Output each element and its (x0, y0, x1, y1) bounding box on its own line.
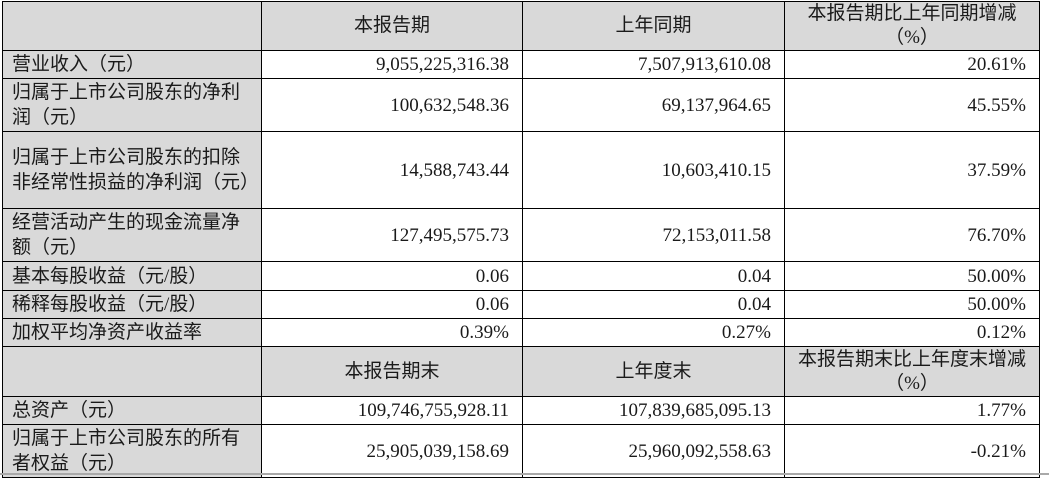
table-row-basic-eps: 基本每股收益（元/股） 0.06 0.04 50.00% (2, 261, 1040, 291)
row-label: 归属于上市公司股东的扣除非经常性损益的净利润（元） (2, 131, 262, 209)
prior-value: 107,839,685,095.13 (522, 396, 785, 425)
table-row-net-profit: 归属于上市公司股东的净利润（元） 100,632,548.36 69,137,9… (2, 78, 1040, 132)
prior-value: 0.04 (522, 290, 785, 319)
change-value: 37.59% (784, 131, 1040, 209)
row-label: 基本每股收益（元/股） (2, 261, 262, 291)
header-change-line1: 本报告期比上年同期增减 (807, 3, 1017, 24)
current-value: 0.06 (261, 261, 523, 291)
header-change-line1: 本报告期末比上年度末增减 (797, 348, 1026, 370)
header-change-line2: （%） (885, 27, 939, 48)
table-row-total-assets: 总资产（元） 109,746,755,928.11 107,839,685,09… (2, 396, 1040, 425)
header-cell-blank (2, 1, 262, 51)
table-row-shareholders-equity: 归属于上市公司股东的所有者权益（元） 25,905,039,158.69 25,… (2, 424, 1040, 478)
header-cell-prior-year-end: 上年度末 (522, 346, 785, 397)
prior-value: 72,153,011.58 (522, 208, 785, 262)
current-value: 0.39% (261, 318, 523, 347)
prior-value: 0.27% (522, 318, 785, 347)
table-row-operating-cash-flow: 经营活动产生的现金流量净额（元） 127,495,575.73 72,153,0… (2, 208, 1040, 262)
period-end-header-row: 本报告期末 上年度末 本报告期末比上年度末增减 （%） (2, 346, 1040, 397)
header-cell-period-change: 本报告期比上年同期增减 （%） (784, 1, 1040, 51)
row-label: 归属于上市公司股东的净利润（元） (2, 78, 262, 132)
current-value: 0.06 (261, 290, 523, 319)
table-row-operating-revenue: 营业收入（元） 9,055,225,316.38 7,507,913,610.0… (2, 50, 1040, 79)
change-value: 0.12% (784, 318, 1040, 347)
header-cell-current-period: 本报告期 (261, 1, 523, 51)
prior-value: 10,603,410.15 (522, 131, 785, 209)
prior-value: 0.04 (522, 261, 785, 291)
current-value: 14,588,743.44 (261, 131, 523, 209)
row-label: 稀释每股收益（元/股） (2, 290, 262, 319)
header-cell-prior-period: 上年同期 (522, 1, 785, 51)
header-cell-blank (2, 346, 262, 397)
current-value: 127,495,575.73 (261, 208, 523, 262)
row-label: 营业收入（元） (2, 50, 262, 79)
row-label: 归属于上市公司股东的所有者权益（元） (2, 424, 262, 478)
change-value: 50.00% (784, 261, 1040, 291)
change-value: 50.00% (784, 290, 1040, 319)
current-value: 109,746,755,928.11 (261, 396, 523, 425)
prior-value: 69,137,964.65 (522, 78, 785, 132)
change-value: 20.61% (784, 50, 1040, 79)
current-value: 100,632,548.36 (261, 78, 523, 132)
page-bottom-rule (0, 473, 1049, 475)
change-value: -0.21% (784, 424, 1040, 478)
table-row-diluted-eps: 稀释每股收益（元/股） 0.06 0.04 50.00% (2, 290, 1040, 319)
table-row-weighted-avg-roe: 加权平均净资产收益率 0.39% 0.27% 0.12% (2, 318, 1040, 347)
change-value: 45.55% (784, 78, 1040, 132)
row-label: 总资产（元） (2, 396, 262, 425)
table-row-net-profit-excl-nonrecurring: 归属于上市公司股东的扣除非经常性损益的净利润（元） 14,588,743.44 … (2, 131, 1040, 209)
change-value: 76.70% (784, 208, 1040, 262)
row-label: 加权平均净资产收益率 (2, 318, 262, 347)
current-value: 25,905,039,158.69 (261, 424, 523, 478)
prior-value: 25,960,092,558.63 (522, 424, 785, 478)
current-value: 9,055,225,316.38 (261, 50, 523, 79)
prior-value: 7,507,913,610.08 (522, 50, 785, 79)
row-label: 经营活动产生的现金流量净额（元） (2, 208, 262, 262)
period-header-row: 本报告期 上年同期 本报告期比上年同期增减 （%） (2, 1, 1040, 51)
header-cell-period-end-change: 本报告期末比上年度末增减 （%） (784, 346, 1040, 397)
change-value: 1.77% (784, 396, 1040, 425)
header-change-line2: （%） (885, 372, 939, 394)
header-cell-period-end: 本报告期末 (261, 346, 523, 397)
